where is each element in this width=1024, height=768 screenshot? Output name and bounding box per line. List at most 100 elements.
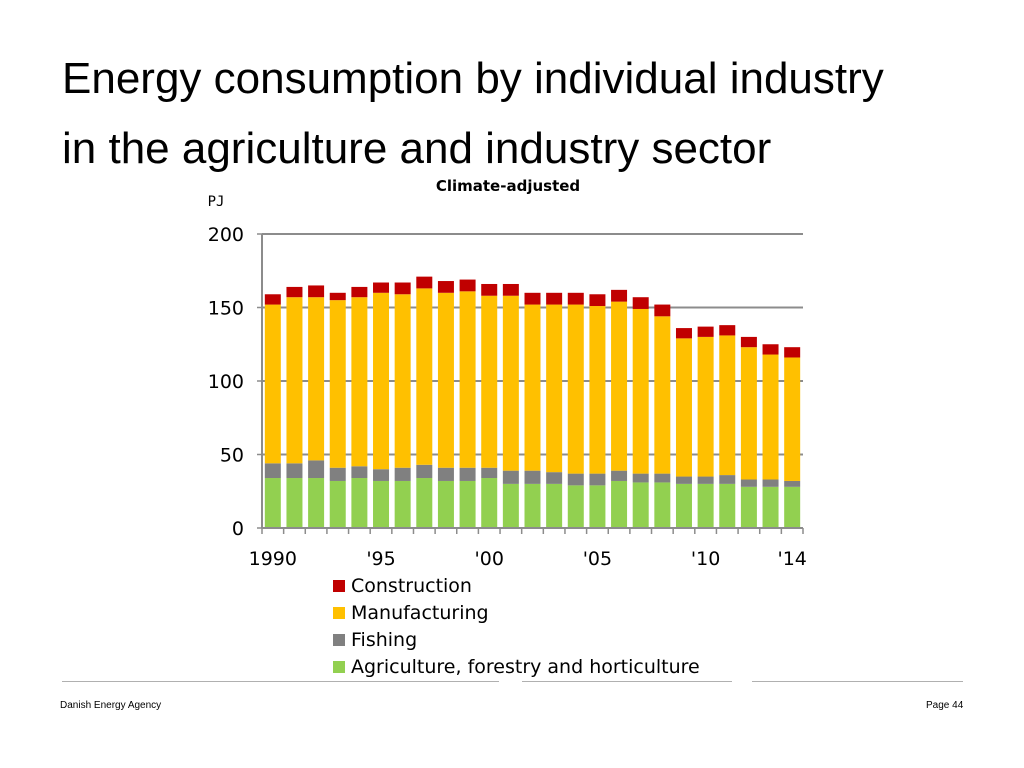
- bar-segment-agriculture-forestry-and-horticulture-1999: [459, 480, 476, 528]
- slide-title: Energy consumption by individual industr…: [62, 44, 1012, 184]
- bar-segment-fishing-1994: [351, 466, 368, 479]
- bar-segment-agriculture-forestry-and-horticulture-2006: [611, 480, 628, 528]
- slide-title-line-2: in the agriculture and industry sector: [62, 124, 772, 173]
- bar-segment-fishing-2008: [654, 473, 671, 483]
- footer-page-number: Page 44: [926, 700, 964, 711]
- bar-segment-manufacturing-1993: [329, 300, 346, 468]
- bar-segment-agriculture-forestry-and-horticulture-2007: [632, 482, 649, 528]
- bar-segment-construction-2006: [611, 289, 628, 302]
- bar-segment-fishing-1999: [459, 467, 476, 481]
- x-tick-label: '10: [691, 548, 720, 570]
- legend-swatch-construction: [333, 579, 345, 592]
- bar-segment-construction-1996: [394, 282, 411, 295]
- x-tick-label: 1990: [249, 548, 297, 570]
- bar-segment-fishing-2006: [611, 470, 628, 481]
- bar-segment-agriculture-forestry-and-horticulture-2011: [719, 483, 736, 528]
- bar-segment-manufacturing-2013: [762, 354, 779, 480]
- bar-segment-construction-2003: [546, 292, 563, 305]
- bar-segment-manufacturing-1990: [264, 304, 281, 464]
- bar-segment-fishing-1996: [394, 467, 411, 481]
- bar-segment-agriculture-forestry-and-horticulture-2000: [481, 478, 498, 528]
- bar-segment-manufacturing-2005: [589, 306, 606, 474]
- y-tick-label: 0: [232, 518, 244, 540]
- bar-segment-manufacturing-1995: [373, 292, 390, 470]
- legend-swatch-agriculture-forestry-and-horticulture: [333, 660, 345, 673]
- bar-segment-agriculture-forestry-and-horticulture-1997: [416, 478, 433, 528]
- bar-segment-manufacturing-2004: [567, 304, 584, 474]
- bar-segment-agriculture-forestry-and-horticulture-2004: [567, 485, 584, 528]
- legend-item-agriculture-forestry-and-horticulture: Agriculture, forestry and horticulture: [333, 653, 700, 680]
- legend-label-manufacturing: Manufacturing: [351, 601, 489, 624]
- bar-segment-fishing-2000: [481, 467, 498, 479]
- bar-segment-manufacturing-2001: [502, 295, 519, 471]
- bar-segment-construction-1997: [416, 276, 433, 289]
- bar-segment-agriculture-forestry-and-horticulture-1993: [329, 480, 346, 528]
- bar-segment-construction-2008: [654, 304, 671, 317]
- bar-segment-manufacturing-1992: [308, 297, 325, 461]
- bar-segment-construction-2004: [567, 292, 584, 305]
- y-tick-label: 200: [208, 224, 244, 246]
- bar-segment-construction-2009: [675, 328, 692, 339]
- bar-segment-agriculture-forestry-and-horticulture-1994: [351, 478, 368, 528]
- bar-segment-fishing-1990: [264, 463, 281, 479]
- bar-segment-manufacturing-2003: [546, 304, 563, 473]
- y-tick-label: 150: [208, 298, 244, 320]
- x-tick-label: '05: [583, 548, 612, 570]
- bar-segment-construction-2010: [697, 326, 714, 337]
- bar-segment-agriculture-forestry-and-horticulture-1991: [286, 478, 303, 528]
- bar-segment-construction-2000: [481, 283, 498, 296]
- bar-segment-construction-1998: [437, 281, 454, 293]
- bar-segment-construction-2012: [740, 336, 757, 348]
- bar-segment-fishing-2005: [589, 473, 606, 486]
- bar-segment-manufacturing-1994: [351, 297, 368, 467]
- legend-swatch-fishing: [333, 633, 345, 646]
- bar-segment-construction-2001: [502, 283, 519, 296]
- x-tick-label: '00: [475, 548, 504, 570]
- bar-segment-manufacturing-1998: [437, 292, 454, 468]
- chart-title: Climate-adjusted: [436, 177, 580, 195]
- bar-segment-agriculture-forestry-and-horticulture-1998: [437, 480, 454, 528]
- y-tick-label: 100: [208, 371, 244, 393]
- bar-segment-construction-1990: [264, 294, 281, 305]
- bar-segment-manufacturing-2007: [632, 308, 649, 474]
- bar-segment-fishing-1992: [308, 460, 325, 479]
- bar-segment-agriculture-forestry-and-horticulture-2001: [502, 483, 519, 528]
- bar-segment-construction-2011: [719, 325, 736, 336]
- bar-segment-fishing-2007: [632, 473, 649, 483]
- bar-segment-construction-2005: [589, 294, 606, 307]
- bar-segment-fishing-2010: [697, 476, 714, 484]
- footer-divider-left: [62, 681, 499, 682]
- bar-segment-fishing-2003: [546, 472, 563, 484]
- bar-segment-construction-1993: [329, 292, 346, 301]
- bar-segment-agriculture-forestry-and-horticulture-2010: [697, 483, 714, 528]
- bar-segment-manufacturing-2010: [697, 336, 714, 477]
- bar-segment-agriculture-forestry-and-horticulture-2005: [589, 485, 606, 528]
- legend-label-fishing: Fishing: [351, 628, 418, 651]
- bar-segment-construction-1994: [351, 286, 368, 298]
- bar-segment-agriculture-forestry-and-horticulture-1996: [394, 480, 411, 528]
- bar-segment-fishing-1998: [437, 467, 454, 481]
- bar-segment-manufacturing-1996: [394, 294, 411, 468]
- bar-segment-fishing-2013: [762, 479, 779, 487]
- bar-segment-fishing-2001: [502, 470, 519, 484]
- legend-swatch-manufacturing: [333, 606, 345, 619]
- bar-segment-agriculture-forestry-and-horticulture-2003: [546, 483, 563, 528]
- legend-label-agriculture-forestry-and-horticulture: Agriculture, forestry and horticulture: [351, 655, 700, 678]
- bar-segment-manufacturing-1991: [286, 297, 303, 464]
- bar-segment-fishing-2011: [719, 475, 736, 484]
- legend-item-construction: Construction: [333, 572, 700, 599]
- bar-segment-fishing-1991: [286, 463, 303, 479]
- bar-segment-construction-2013: [762, 344, 779, 355]
- bar-segment-fishing-2014: [784, 480, 801, 487]
- bar-segment-agriculture-forestry-and-horticulture-2009: [675, 483, 692, 528]
- slide-title-line-1: Energy consumption by individual industr…: [62, 54, 884, 103]
- bar-segment-construction-1991: [286, 286, 303, 298]
- bar-segment-fishing-2004: [567, 473, 584, 486]
- bar-segment-construction-2014: [784, 347, 801, 358]
- bar-segment-manufacturing-2000: [481, 295, 498, 468]
- bar-segment-manufacturing-2008: [654, 316, 671, 474]
- bar-segment-construction-1992: [308, 285, 325, 298]
- bar-segment-fishing-2009: [675, 476, 692, 484]
- legend-item-manufacturing: Manufacturing: [333, 599, 700, 626]
- bar-segment-manufacturing-2011: [719, 335, 736, 476]
